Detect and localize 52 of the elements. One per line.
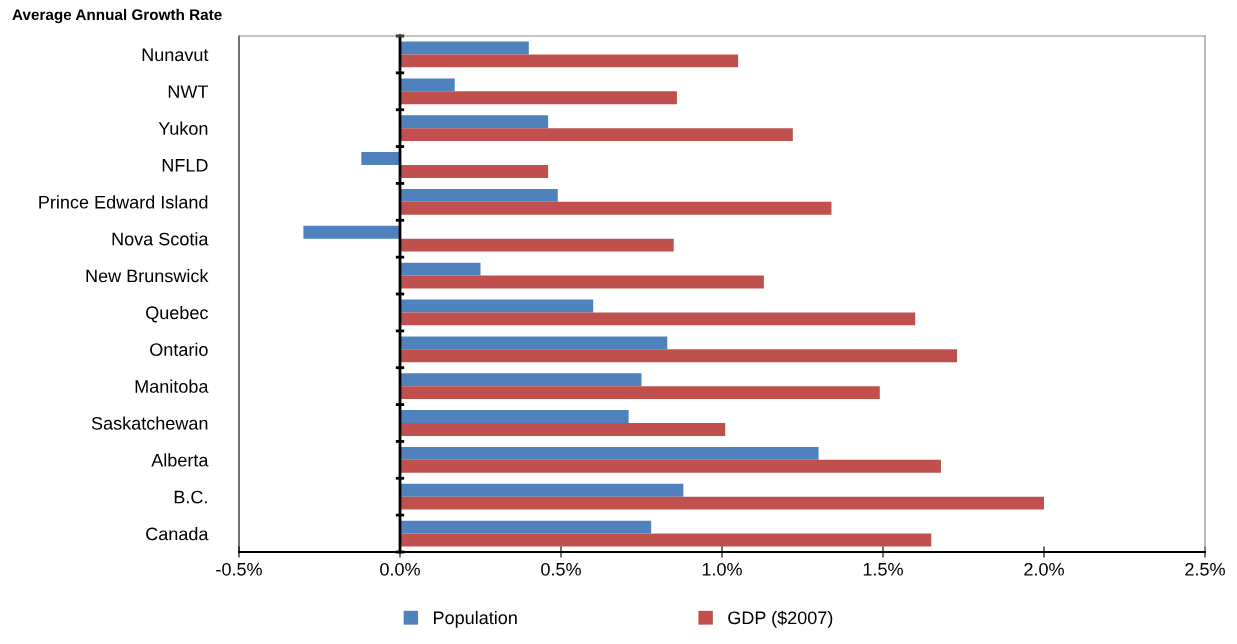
y-tick-label: Manitoba <box>135 379 209 393</box>
y-tick-label: Ontario <box>150 342 208 357</box>
y-tick-label: NFLD <box>162 159 208 172</box>
legend-label: GDP ($2007) <box>728 610 833 628</box>
chart-title: Average Annual Growth Rate <box>12 8 222 24</box>
y-tick-label: Canada <box>146 527 209 541</box>
bar <box>400 496 1044 510</box>
x-tick-label: -0.5% <box>216 562 262 576</box>
bar <box>400 483 684 497</box>
bar <box>400 423 726 436</box>
x-tick-label: 2.0% <box>1024 562 1064 576</box>
bar <box>400 446 819 460</box>
bar <box>400 349 958 363</box>
legend-label: Population <box>434 610 517 628</box>
y-tick-label: B.C. <box>174 490 207 504</box>
bar <box>400 262 481 276</box>
bar <box>400 128 793 142</box>
bar <box>400 115 549 129</box>
x-tick-label: 1.5% <box>863 562 903 576</box>
bar <box>400 520 652 534</box>
y-tick-label: NWT <box>168 85 209 98</box>
y-tick-label: Yukon <box>158 121 208 135</box>
bar <box>400 459 941 473</box>
x-tick-label: 0.0% <box>380 562 420 576</box>
bar <box>400 238 674 252</box>
x-tick-label: 0.5% <box>541 562 581 576</box>
bar <box>400 165 549 178</box>
y-tick-label: Saskatchewan <box>91 416 208 430</box>
bar <box>400 373 642 387</box>
bar <box>400 336 668 350</box>
bar <box>400 386 880 400</box>
bar <box>400 91 677 105</box>
bar <box>400 299 594 313</box>
y-tick-label: Nunavut <box>142 48 209 62</box>
bar <box>303 225 400 239</box>
bar <box>400 410 629 423</box>
bar <box>400 312 916 326</box>
y-tick-label: New Brunswick <box>86 269 209 283</box>
bar <box>400 41 529 55</box>
y-tick-label: Quebec <box>146 305 208 323</box>
bar <box>400 188 558 202</box>
y-tick-label: Nova Scotia <box>112 232 209 246</box>
bar <box>400 54 739 68</box>
x-tick-label: 1.0% <box>702 562 742 576</box>
bar <box>361 152 400 165</box>
bar <box>400 533 932 547</box>
x-tick-label: 2.5% <box>1185 562 1225 576</box>
y-tick-label: Alberta <box>151 453 209 467</box>
bar <box>400 275 764 289</box>
bar <box>400 201 832 215</box>
bar <box>400 78 455 92</box>
y-tick-label: Prince Edward Island <box>39 195 208 209</box>
